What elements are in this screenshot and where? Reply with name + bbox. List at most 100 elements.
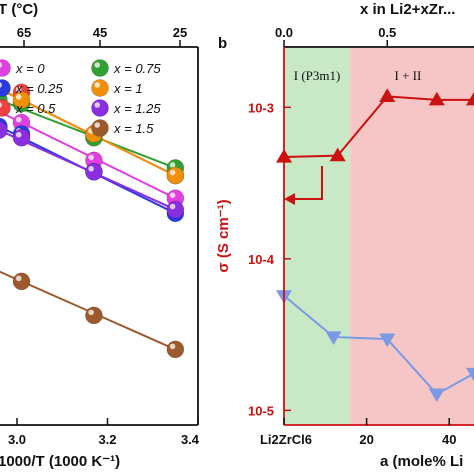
x-tick-label: Li2ZrCl6: [260, 432, 312, 447]
legend-marker-body: [91, 119, 109, 137]
x-tick-label: 3.4: [181, 432, 200, 447]
legend-marker-highlight: [94, 62, 100, 68]
panel-b-label: b: [218, 35, 227, 52]
data-point: [428, 91, 445, 106]
y-tick-label: 10-3: [248, 100, 274, 115]
legend-marker: [0, 59, 11, 77]
legend-marker-body: [0, 59, 11, 77]
x-tick-label: 20: [359, 432, 373, 447]
data-point-body: [0, 121, 8, 139]
x-tick-label: 3.2: [98, 432, 116, 447]
panel-b-top-axis-label: x in Li2+xZr...: [360, 1, 455, 18]
data-point: [166, 340, 185, 359]
phase-region: [350, 47, 474, 425]
legend-marker-body: [91, 99, 109, 117]
top-tick-label: 0.0: [275, 25, 293, 40]
panel-a-top-axis-label: T (°C): [0, 1, 38, 18]
legend-marker-highlight: [94, 122, 100, 128]
legend-label: x = 1.5: [113, 121, 154, 136]
panel-a-data-points: [0, 79, 185, 359]
legend-label: x = 1.25: [113, 101, 161, 116]
data-point: [466, 91, 474, 106]
legend-marker-highlight: [0, 62, 2, 68]
data-point: [325, 331, 342, 345]
panel-b-phase-regions: [284, 47, 474, 425]
data-point: [85, 162, 103, 181]
legend-marker: [91, 79, 109, 97]
legend-marker: [91, 119, 109, 137]
panel-a: T (°C) 65 45 25 3.0 3.2 3.4 x = 0x = 0.25x =…: [0, 1, 200, 470]
data-point-body: [166, 200, 185, 219]
data-point: [0, 121, 8, 139]
data-point: [466, 367, 474, 382]
data-point-highlight: [15, 131, 22, 138]
data-point-highlight: [88, 309, 94, 316]
left-axis-arrowhead: [284, 193, 295, 205]
panel-b-y-ticks: 10-3 10-4 10-5: [248, 100, 291, 418]
data-point-body: [85, 306, 103, 325]
panel-b-x-axis-label: a (mole% Li: [380, 453, 463, 470]
legend-marker: [91, 59, 109, 77]
x-tick-label: 3.0: [8, 432, 26, 447]
region-label: I (P3m1): [294, 68, 341, 83]
data-point-body: [85, 162, 103, 181]
top-tick-label: 25: [173, 25, 187, 40]
panel-a-bottom-ticks: 3.0 3.2 3.4: [8, 418, 200, 447]
y-tick-label: 10-5: [248, 403, 274, 418]
legend-marker: [0, 79, 11, 97]
data-point-highlight: [15, 116, 22, 123]
data-point: [428, 388, 445, 403]
y-tick-label: 10-4: [248, 252, 275, 267]
legend-marker: [91, 99, 109, 117]
legend-marker: [0, 99, 11, 117]
left-axis-arrow: [292, 166, 323, 200]
data-point-body: [12, 128, 31, 147]
data-point-highlight: [15, 86, 22, 93]
legend-marker-highlight: [0, 102, 2, 108]
panel-b-region-labels: I (P3m1) I + II: [294, 68, 422, 83]
data-point: [379, 333, 396, 348]
data-point-highlight: [88, 165, 94, 172]
data-point-highlight: [169, 192, 176, 198]
data-point: [166, 166, 185, 185]
data-point: [12, 91, 31, 109]
data-point: [379, 88, 396, 103]
x-tick-label: 40: [442, 432, 456, 447]
data-point: [12, 128, 31, 147]
panel-b-x-ticks: Li2ZrCl6 20 40: [260, 418, 456, 447]
legend-marker-body: [91, 59, 109, 77]
panel-b: b I (P3m1) I + II 0.0 0.5 10-3 10-4 10-5 Li2…: [215, 1, 474, 470]
legend-marker-body: [0, 99, 11, 117]
legend-marker-highlight: [94, 102, 100, 108]
data-point-body: [166, 340, 185, 359]
legend-label: x = 0.75: [113, 61, 161, 76]
legend-marker-highlight: [0, 82, 2, 88]
panel-a-legend: x = 0 x = 0.25 x = 0.5 x = 0.75 x = 1 x = 1.2…: [0, 59, 161, 137]
data-point-highlight: [169, 169, 176, 176]
legend-marker-body: [91, 79, 109, 97]
phase-region: [284, 47, 351, 425]
data-point-highlight: [15, 94, 22, 100]
panel-a-top-ticks: 65 45 25: [17, 25, 187, 47]
legend-label: x = 1: [113, 81, 143, 96]
data-point-highlight: [88, 154, 94, 161]
data-point-highlight: [169, 343, 176, 350]
top-tick-label: 65: [17, 25, 31, 40]
legend-label: x = 0.5: [15, 101, 56, 116]
top-tick-label: 0.5: [378, 25, 396, 40]
data-point-highlight: [169, 203, 176, 210]
data-point-highlight: [15, 275, 22, 282]
data-point: [329, 147, 346, 162]
legend-marker-highlight: [94, 82, 100, 88]
legend-label: x = 0.25: [15, 81, 63, 96]
panel-a-x-axis-label: 1000/T (1000 K⁻¹): [0, 453, 120, 470]
data-point: [166, 200, 185, 219]
top-tick-label: 45: [93, 25, 107, 40]
legend-marker-body: [0, 79, 11, 97]
data-point-body: [166, 166, 185, 185]
data-point-body: [12, 272, 31, 291]
data-point: [85, 306, 103, 325]
panel-b-y-axis-label: σ (S cm⁻¹): [215, 199, 232, 272]
data-point: [12, 272, 31, 291]
